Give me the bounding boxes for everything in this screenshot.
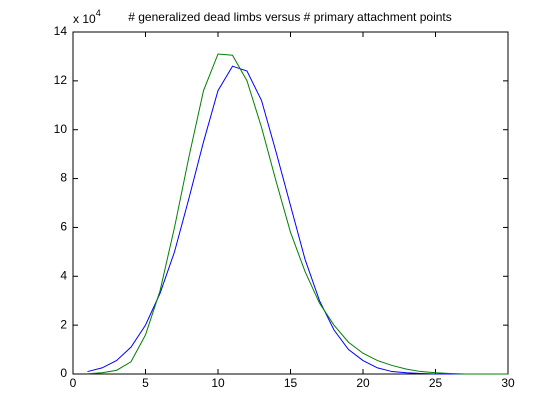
y-tick-label: 10 xyxy=(54,122,68,136)
x-tick-label: 10 xyxy=(211,376,225,390)
x-tick-label: 5 xyxy=(142,376,149,390)
y-tick-label: 4 xyxy=(60,268,67,282)
y-tick-label: 6 xyxy=(60,220,67,234)
chart-title: # generalized dead limbs versus # primar… xyxy=(128,10,452,24)
x-tick-label: 15 xyxy=(284,376,298,390)
series-line xyxy=(87,53,508,375)
x-tick-label: 25 xyxy=(429,376,443,390)
y-tick-label: 0 xyxy=(60,366,67,380)
x-tick-label: 20 xyxy=(356,376,370,390)
y-tick-label: 14 xyxy=(54,24,68,38)
plot-area xyxy=(72,31,509,375)
y-tick-label: 8 xyxy=(60,171,67,185)
y-tick-label: 12 xyxy=(54,73,68,87)
y-multiplier-base: x 10 xyxy=(73,12,96,26)
x-tick-label: 30 xyxy=(501,376,515,390)
y-tick-label: 2 xyxy=(60,317,67,331)
y-multiplier-power: 4 xyxy=(96,8,101,18)
x-tick-label: 0 xyxy=(70,376,77,390)
y-multiplier: x 104 xyxy=(73,8,101,26)
